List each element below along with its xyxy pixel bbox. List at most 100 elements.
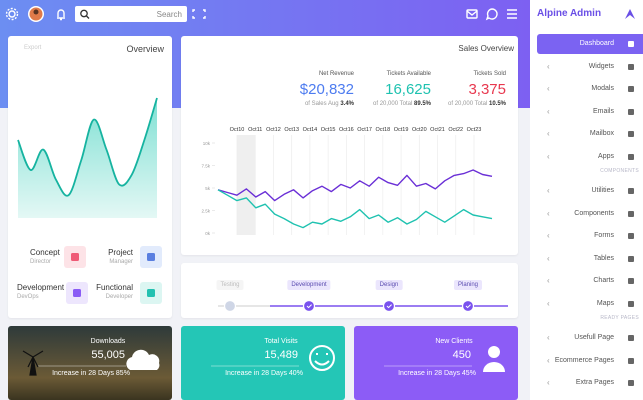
chevron: ‹ (547, 151, 550, 161)
nav-item[interactable]: ‹ Components (537, 204, 643, 224)
nav-icon (628, 131, 634, 137)
nav-item[interactable]: ‹ Extra Pages (537, 373, 643, 393)
timeline-step: Design (375, 280, 403, 290)
menu-icon[interactable] (507, 9, 517, 19)
team-role: Manager (109, 259, 133, 265)
stat-note: of 20,000 Total 10.5% (448, 101, 506, 107)
nav-icon (628, 41, 634, 47)
visits-tile (181, 326, 345, 400)
chevron: ‹ (547, 253, 550, 263)
nav-icon (628, 233, 634, 239)
nav-item[interactable]: ‹ Ecommerce Pages (537, 351, 643, 371)
nav-item[interactable]: ‹ Tables (537, 249, 643, 269)
nav-label: Charts (593, 277, 614, 284)
nav-item[interactable]: ‹ Forms (537, 226, 643, 246)
export-link[interactable]: Export (24, 45, 42, 51)
bell-icon[interactable] (57, 9, 65, 21)
stat-value: 3,375 (468, 81, 506, 98)
nav-label: Apps (598, 152, 614, 160)
nav-label: Components (574, 209, 614, 217)
team-name: Development (17, 283, 65, 292)
tile-note-text: Increase in 28 Days (52, 370, 114, 377)
nav-label: Maps (596, 299, 614, 307)
team-role: Director (30, 259, 52, 265)
tile-value: 15,489 (264, 349, 298, 361)
stat-note: of 20,000 Total 89.5% (373, 101, 431, 107)
sales-title: Sales Overview (458, 44, 514, 53)
tile-value: 55,005 (91, 349, 125, 361)
stat-value: $20,832 (299, 81, 354, 98)
nav-item[interactable]: ‹ Widgets (537, 57, 643, 77)
mail-icon[interactable] (466, 9, 478, 19)
timeline-card (181, 263, 518, 318)
nav-label: Widgets (588, 62, 614, 70)
tile-title: Downloads (90, 338, 126, 345)
chat-icon[interactable] (485, 8, 498, 21)
tile-percent: 45% (461, 370, 476, 377)
team-role: Developer (105, 294, 133, 300)
chevron: ‹ (547, 61, 550, 71)
nav-label: Dashboard (579, 40, 614, 47)
stat-note: of Sales Aug 3.4% (305, 101, 354, 107)
nav-label: Emails (592, 107, 614, 115)
stat-value: 16,625 (385, 81, 431, 98)
settings-icon[interactable] (8, 10, 16, 18)
nav-item[interactable]: ‹ Modals (537, 79, 643, 99)
brand-logo (625, 9, 635, 19)
tile-title: New Clients (435, 338, 473, 345)
sales-card (181, 36, 518, 255)
nav-heading: READY PAGES (600, 315, 639, 321)
chevron: ‹ (547, 129, 550, 138)
stat-note-text: of 20,000 Total (373, 101, 413, 107)
stat-label: Tickets Sold (473, 71, 506, 77)
nav-icon (628, 255, 634, 262)
nav-label: Ecommerce Pages (554, 356, 614, 364)
sidebar: Alpine Admin Dashboard ‹ Widgets ‹ Modals ‹ Em… (530, 0, 643, 400)
nav-label: Extra Pages (575, 379, 614, 386)
overview-card (8, 36, 172, 318)
nav-icon (628, 153, 634, 160)
nav-icon (628, 278, 634, 284)
nav-item[interactable]: ‹ Emails (537, 102, 643, 122)
fullscreen-icon[interactable] (192, 9, 206, 19)
chevron: ‹ (547, 355, 550, 365)
nav-label: Usefull Page (574, 334, 614, 341)
stat-percent: 10.5% (488, 101, 506, 107)
team-name: Concept (30, 248, 60, 257)
tile-note-text: Increase in 28 Days (398, 370, 460, 377)
search-placeholder: Search (157, 10, 182, 19)
team-role: DevOps (17, 294, 39, 300)
nav-item[interactable]: ‹ Utilities (537, 181, 643, 201)
timeline-step: Testing (216, 280, 244, 290)
nav-item[interactable]: ‹ Apps (537, 147, 643, 167)
nav-item[interactable]: ‹ Mailbox (537, 124, 643, 144)
chevron: ‹ (547, 378, 550, 387)
nav-label: Forms (594, 232, 614, 239)
nav-item[interactable]: Dashboard (537, 34, 643, 54)
nav-label: Tables (593, 254, 614, 262)
chevron: ‹ (547, 333, 550, 342)
stat-note-text: of 20,000 Total (448, 101, 488, 107)
search-box[interactable] (75, 6, 187, 22)
stat-label: Net Revenue (318, 71, 354, 77)
chevron: ‹ (547, 84, 550, 93)
nav-item[interactable]: ‹ Maps (537, 294, 643, 314)
chevron: ‹ (547, 276, 550, 285)
timeline-step: Planing (453, 280, 483, 290)
tile-title: Total Visits (264, 338, 298, 345)
brand[interactable]: Alpine Admin (537, 8, 602, 19)
nav-icon (628, 357, 634, 364)
tile-value: 450 (452, 349, 471, 361)
team-name: Functional (96, 283, 133, 292)
nav-icon (628, 335, 634, 341)
nav-icon (628, 63, 634, 70)
stat-percent: 89.5% (413, 101, 431, 107)
chevron: ‹ (547, 106, 550, 116)
nav-label: Utilities (591, 187, 614, 194)
tile-note: Increase in 28 Days 40% (225, 370, 303, 377)
tile-percent: 85% (115, 370, 130, 377)
nav-item[interactable]: ‹ Charts (537, 271, 643, 291)
nav-icon (628, 86, 634, 92)
nav-item[interactable]: ‹ Usefull Page (537, 328, 643, 348)
